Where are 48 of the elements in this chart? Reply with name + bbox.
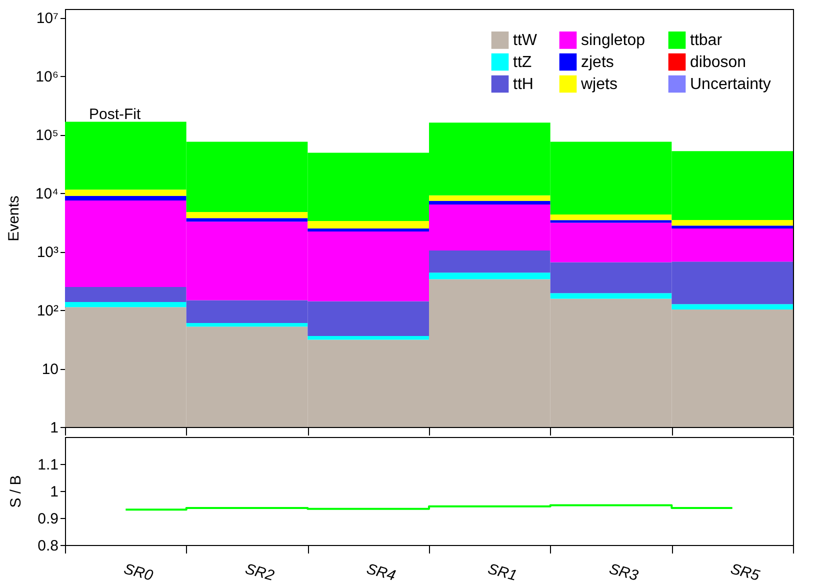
- bar: [550, 220, 672, 223]
- bar: [429, 200, 550, 204]
- x-tick-label: SR2: [243, 560, 277, 585]
- legend-label: ttW: [513, 32, 538, 50]
- y-tick-label: 10³: [36, 244, 58, 262]
- bar: [550, 293, 672, 299]
- legend-label: ttH: [513, 76, 534, 93]
- y-tick-label: 0.9: [38, 510, 58, 528]
- legend-label: diboson: [690, 54, 746, 71]
- y-tick-label: 10⁵: [36, 127, 58, 144]
- bar: [65, 302, 186, 308]
- legend-label: Uncertainty: [690, 76, 771, 93]
- annotation: Post-Fit: [89, 106, 142, 123]
- bar: [65, 190, 186, 196]
- bar: [550, 214, 672, 220]
- bar: [308, 221, 429, 229]
- x-tick-label: SR5: [728, 560, 762, 585]
- bar: [186, 212, 308, 218]
- bar: [672, 220, 793, 226]
- y-tick-label: 1: [50, 420, 58, 436]
- bar: [186, 218, 308, 222]
- y-tick-label: 1: [50, 484, 58, 500]
- bar: [308, 336, 429, 340]
- y-tick-label: 0.8: [38, 538, 58, 554]
- y-axis-title: Events: [5, 196, 22, 242]
- y-tick-label: 10⁷: [36, 10, 58, 28]
- y-tick-label: 1.1: [38, 456, 58, 474]
- bar: [429, 272, 550, 280]
- y-tick-label: 10⁶: [36, 68, 58, 86]
- bar: [429, 195, 550, 201]
- bar: [672, 304, 793, 310]
- x-tick-label: SR3: [607, 560, 641, 585]
- bar: [308, 228, 429, 232]
- x-tick-label: SR0: [122, 560, 156, 585]
- legend-label: ttZ: [513, 54, 532, 71]
- y-axis-title: S / B: [8, 475, 25, 508]
- legend-label: ttbar: [690, 32, 723, 50]
- bar: [186, 322, 308, 327]
- x-tick-label: SR4: [364, 560, 398, 585]
- y-tick-label: 10⁴: [35, 186, 58, 203]
- y-tick-label: 10²: [36, 302, 58, 320]
- legend-label: zjets: [581, 54, 614, 71]
- bar: [65, 196, 186, 201]
- legend-label: wjets: [580, 76, 618, 93]
- legend-label: singletop: [581, 32, 646, 50]
- x-tick-label: SR1: [486, 560, 519, 585]
- bar: [672, 226, 793, 229]
- y-tick-label: 10: [42, 361, 58, 378]
